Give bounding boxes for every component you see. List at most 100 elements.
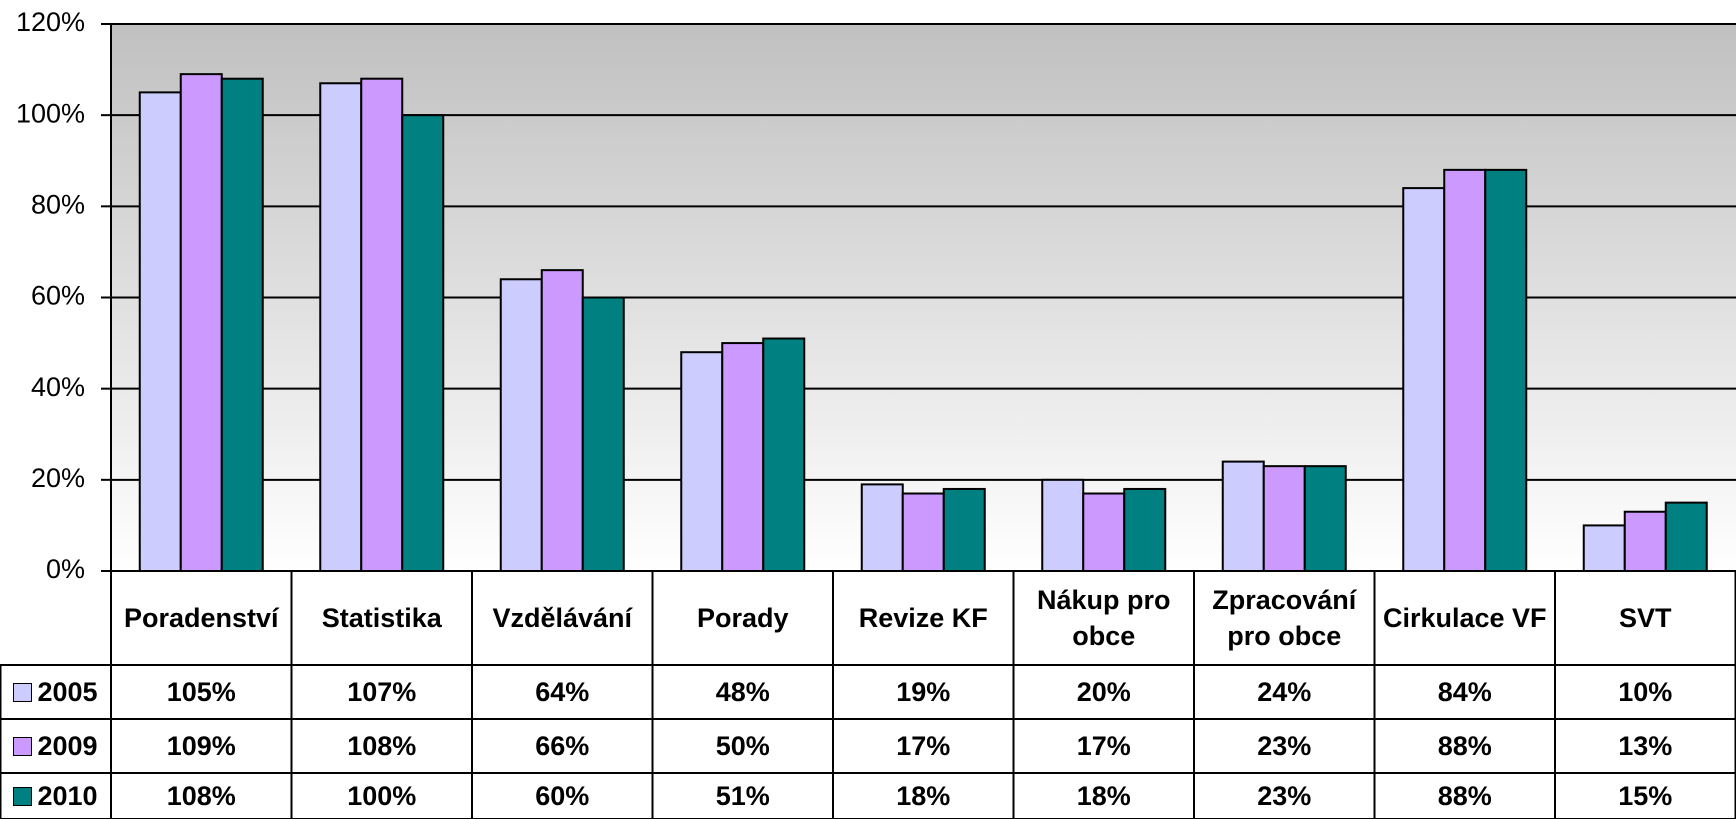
bar: [138, 91, 182, 572]
category-label: Nákup pro obce: [1018, 571, 1191, 665]
value-label: 50%: [653, 719, 834, 773]
bar: [1664, 501, 1708, 572]
category-label: Zpracování pro obce: [1198, 571, 1371, 665]
category-label: Statistika: [296, 571, 469, 665]
value-label: 20%: [1014, 665, 1195, 719]
bar: [1262, 465, 1306, 572]
value-label: 10%: [1555, 665, 1736, 719]
cell-text: 66%: [535, 730, 590, 761]
cell-text: Porady: [696, 602, 789, 633]
category-label: Porady: [657, 571, 830, 665]
value-label: 19%: [833, 665, 1014, 719]
category-label: SVT: [1559, 571, 1732, 665]
cell-text: 60%: [535, 780, 590, 811]
value-label: 15%: [1555, 773, 1736, 819]
cell-text: 18%: [1076, 780, 1131, 811]
value-label: 88%: [1375, 773, 1556, 819]
cell-text: Statistika: [321, 602, 442, 633]
bar: [1484, 168, 1528, 572]
value-label: 66%: [472, 719, 653, 773]
y-tick-label: 0%: [46, 554, 85, 584]
bar: [1443, 168, 1487, 572]
y-tick-label: 40%: [31, 372, 85, 402]
bar: [1041, 478, 1085, 573]
legend-key: [13, 682, 33, 702]
legend-entry: 2005: [0, 665, 111, 719]
value-label: 24%: [1194, 665, 1375, 719]
bar: [721, 342, 765, 573]
cell-text: 109%: [166, 730, 236, 761]
cell-text: 20%: [1076, 676, 1131, 707]
cell-text: 88%: [1437, 780, 1492, 811]
legend-key: [13, 736, 33, 756]
cell-text: 24%: [1257, 676, 1312, 707]
cell-text: 18%: [896, 780, 951, 811]
value-label: 60%: [472, 773, 653, 819]
bar: [179, 73, 223, 573]
bar: [581, 296, 625, 572]
value-label: 18%: [833, 773, 1014, 819]
cell-text: 13%: [1618, 730, 1673, 761]
cell-text: 84%: [1437, 676, 1492, 707]
value-label: 23%: [1194, 773, 1375, 819]
cell-text: Cirkulace VF: [1382, 602, 1547, 633]
cell-text: 100%: [347, 780, 417, 811]
cell-text: Revize KF: [858, 602, 988, 633]
cell-text: 50%: [715, 730, 770, 761]
bar: [901, 492, 945, 572]
cell-text: 64%: [535, 676, 590, 707]
cell-text: 17%: [1076, 730, 1131, 761]
y-tick-label: 80%: [31, 189, 85, 219]
bar: [762, 337, 806, 572]
cell-text: 23%: [1257, 780, 1312, 811]
cell-text: SVT: [1618, 602, 1672, 633]
value-label: 23%: [1194, 719, 1375, 773]
cell-text: 23%: [1257, 730, 1312, 761]
bar: [942, 487, 986, 573]
bar: [680, 351, 724, 573]
legend-key: [13, 786, 33, 806]
y-tick-label: 100%: [16, 98, 85, 128]
value-label: 84%: [1375, 665, 1556, 719]
bar: [499, 278, 543, 572]
category-label: Vzdělávání: [476, 571, 649, 665]
cell-text: 19%: [896, 676, 951, 707]
value-label: 48%: [653, 665, 834, 719]
cell-text: 15%: [1618, 780, 1673, 811]
value-label: 109%: [111, 719, 292, 773]
y-tick-label: 120%: [16, 7, 85, 37]
cell-text: 10%: [1618, 676, 1673, 707]
cell-text: Poradenství: [123, 602, 279, 633]
value-label: 51%: [653, 773, 834, 819]
value-label: 18%: [1014, 773, 1195, 819]
y-tick-label: 20%: [31, 463, 85, 493]
value-label: 108%: [111, 773, 292, 819]
cell-text: Vzdělávání: [492, 602, 633, 633]
value-label: 17%: [1014, 719, 1195, 773]
cell-text: 108%: [166, 780, 236, 811]
category-label: Revize KF: [837, 571, 1010, 665]
cell-text: 17%: [896, 730, 951, 761]
cell-text: 88%: [1437, 730, 1492, 761]
cell-text: 2009: [37, 730, 98, 761]
value-label: 108%: [292, 719, 473, 773]
value-label: 105%: [111, 665, 292, 719]
bar: [319, 82, 363, 572]
category-label: Poradenství: [115, 571, 288, 665]
bar: [220, 77, 264, 572]
value-label: 107%: [292, 665, 473, 719]
bar: [540, 269, 584, 572]
bar: [1221, 460, 1265, 573]
legend-entry: 2009: [0, 719, 111, 773]
bar: [1402, 187, 1446, 572]
value-label: 17%: [833, 719, 1014, 773]
bar: [1582, 524, 1626, 573]
bar: [401, 114, 445, 573]
value-label: 13%: [1555, 719, 1736, 773]
cell-text: 108%: [347, 730, 417, 761]
cell-text: 2010: [37, 780, 98, 811]
value-label: 100%: [292, 773, 473, 819]
value-label: 88%: [1375, 719, 1556, 773]
cell-text: 2005: [37, 676, 98, 707]
